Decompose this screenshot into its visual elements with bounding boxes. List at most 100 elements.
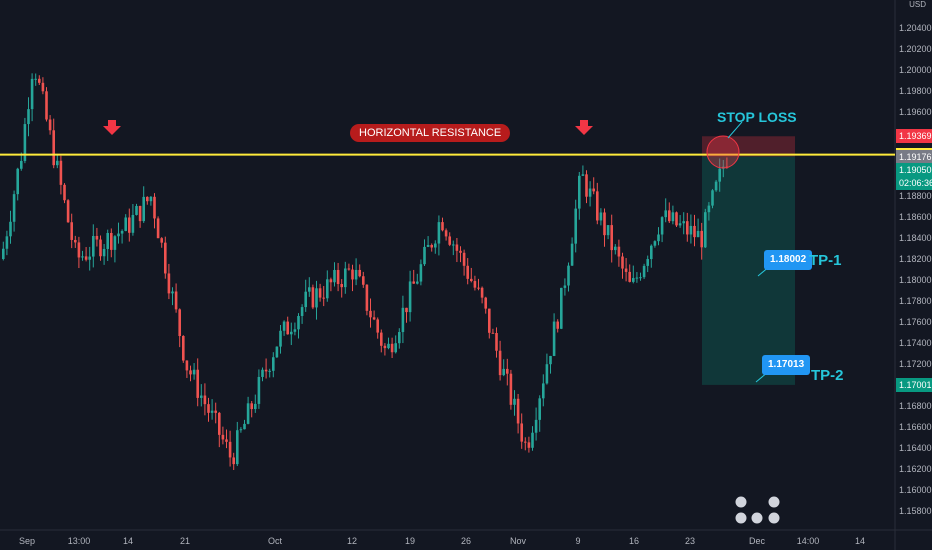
candle-body — [441, 222, 444, 231]
candle-body — [639, 277, 642, 279]
time-tick-label: 16 — [629, 536, 639, 546]
time-tick-label: 14 — [123, 536, 133, 546]
price-tick-label: 1.18600 — [899, 212, 932, 222]
event-icon[interactable] — [767, 495, 781, 509]
candle-body — [380, 332, 383, 346]
candle-body — [358, 269, 361, 277]
candle-body — [351, 269, 354, 280]
candle-body — [426, 244, 430, 247]
time-tick-label: Oct — [268, 536, 283, 546]
candle-body — [74, 239, 77, 243]
candle-body — [156, 218, 160, 239]
candle-body — [164, 242, 167, 274]
candle-body — [318, 288, 322, 298]
candle-body — [30, 78, 34, 110]
candle-body — [16, 168, 19, 195]
event-icon[interactable] — [767, 511, 781, 525]
candle-body — [653, 241, 657, 246]
candle-body — [106, 232, 109, 249]
candle-body — [714, 181, 718, 191]
candle-body — [304, 291, 307, 308]
candle-body — [178, 309, 181, 337]
candle-body — [52, 130, 55, 166]
candle-body — [506, 368, 509, 374]
candle-body — [81, 256, 84, 258]
candle-body — [621, 256, 624, 269]
candle-body — [664, 210, 667, 218]
price-tick-label: 1.20200 — [899, 44, 932, 54]
plot-area[interactable] — [0, 0, 895, 530]
price-tick-label: 1.16400 — [899, 443, 932, 453]
candle-body — [210, 410, 214, 413]
candle-body — [131, 214, 135, 233]
candle-body — [369, 310, 372, 318]
candle-body — [124, 217, 127, 231]
target-zone — [702, 156, 795, 385]
candle-body — [329, 279, 333, 283]
candle-body — [416, 281, 419, 284]
candle-body — [225, 439, 228, 442]
candle-body — [646, 259, 649, 266]
candle-body — [362, 276, 365, 285]
price-tick-label: 1.16600 — [899, 422, 932, 432]
candle-body — [12, 194, 16, 222]
candle-body — [99, 239, 102, 257]
candle-body — [200, 395, 203, 398]
candle-body — [711, 190, 714, 206]
time-tick-label: 19 — [405, 536, 415, 546]
candle-body — [405, 307, 408, 313]
candle-body — [689, 225, 693, 235]
candle-body — [707, 205, 711, 213]
candle-body — [430, 244, 433, 248]
candle-body — [41, 82, 45, 92]
time-tick-label: 12 — [347, 536, 357, 546]
candle-body — [153, 196, 156, 219]
candle-body — [567, 265, 570, 286]
time-tick-label: 9 — [575, 536, 580, 546]
event-icon[interactable] — [750, 511, 764, 525]
event-icon[interactable] — [734, 511, 748, 525]
candle-body — [437, 222, 441, 244]
candle-body — [315, 288, 318, 308]
candle-body — [603, 212, 606, 236]
candle-body — [596, 191, 599, 221]
candle-body — [452, 244, 455, 246]
candle-body — [408, 281, 412, 313]
candle-body — [218, 412, 221, 435]
candle-body — [455, 244, 459, 251]
candle-body — [394, 343, 397, 353]
candle-body — [498, 350, 502, 376]
candle-body — [610, 225, 613, 251]
candle-body — [254, 403, 257, 410]
price-tick-label: 1.16800 — [899, 401, 932, 411]
candle-body — [88, 256, 91, 260]
time-tick-label: 14:00 — [797, 536, 820, 546]
candle-body — [718, 168, 721, 182]
candle-body — [696, 230, 700, 238]
tp1-label: TP-1 — [809, 252, 842, 269]
time-tick-label: 23 — [685, 536, 695, 546]
candle-body — [398, 332, 401, 344]
candle-body — [444, 230, 448, 237]
candle-body — [268, 370, 271, 372]
candle-body — [592, 188, 595, 192]
stop-loss-pointer — [727, 121, 743, 139]
candle-body — [531, 432, 534, 448]
candle-body — [23, 124, 27, 161]
candle-body — [390, 343, 394, 353]
price-tick-label: 1.20400 — [899, 23, 932, 33]
candle-body — [704, 212, 707, 248]
candle-body — [120, 230, 124, 234]
candle-body — [344, 268, 347, 288]
tp2-label: TP-2 — [811, 367, 844, 384]
candle-body — [419, 264, 423, 282]
candle-body — [117, 233, 120, 237]
event-icon[interactable] — [734, 495, 748, 509]
candle-body — [261, 369, 264, 377]
candle-body — [491, 332, 495, 334]
price-marker: 02:06:36 — [896, 176, 932, 191]
candle-body — [228, 441, 232, 458]
candle-body — [574, 208, 577, 244]
